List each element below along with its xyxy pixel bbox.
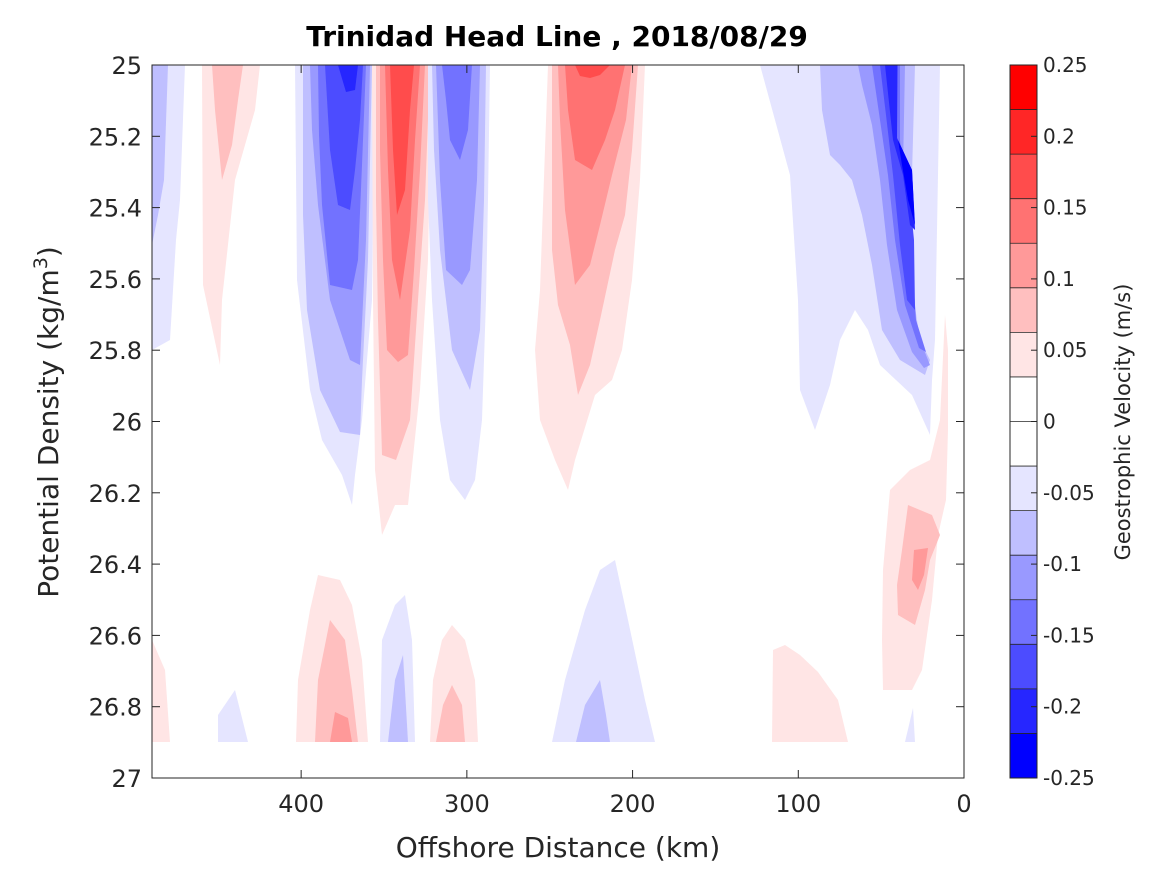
- colorbar-tick-label: 0: [1043, 410, 1056, 434]
- y-axis-label-main: Potential Density (kg/m: [32, 269, 65, 598]
- x-axis: 400 300 200 100 0: [278, 65, 972, 818]
- contour-neg-15-d: [436, 65, 480, 285]
- chart-title: Trinidad Head Line , 2018/08/29: [306, 20, 808, 53]
- contour-neg-05-j: [218, 690, 248, 742]
- colorbar-tick-label: 0.25: [1043, 53, 1088, 77]
- colorbar-tick-label: -0.2: [1043, 695, 1082, 719]
- y-tick-label: 25.4: [89, 195, 142, 223]
- colorbar-tick-label: 0.05: [1043, 338, 1088, 362]
- colorbar-segment: [1010, 466, 1037, 512]
- colorbar-segment: [1010, 65, 1037, 111]
- colorbar-segment: [1010, 510, 1037, 556]
- contour-pos-05-o: [772, 645, 848, 742]
- contour-fills: [152, 65, 948, 742]
- colorbar-segment: [1010, 154, 1037, 200]
- colorbar: 0.25 0.2 0.15 0.1 0.05 0 -0.05 -0.1 -0.15 -0.2 -0.…: [1009, 53, 1095, 790]
- contour-neg-10-left: [152, 65, 168, 245]
- contour-pos-10-m: [436, 685, 465, 742]
- colorbar-tick-label: -0.1: [1043, 552, 1082, 576]
- x-tick-label: 0: [956, 790, 971, 818]
- colorbar-tick-label: -0.25: [1043, 766, 1095, 790]
- colorbar-label: Geostrophic Velocity (m/s): [1111, 284, 1135, 561]
- colorbar-segment: [1010, 599, 1037, 645]
- y-axis: 25 25.2 25.4 25.6 25.8 26 26.2 26.4 26.6 26.8 27: [89, 52, 964, 793]
- colorbar-segment: [1010, 287, 1037, 333]
- colorbar-segment: [1010, 376, 1037, 422]
- colorbar-segment: [1010, 109, 1037, 155]
- colorbar-segment: [1010, 198, 1037, 244]
- colorbar-segment: [1010, 555, 1037, 601]
- y-tick-label: 25.2: [89, 123, 142, 151]
- colorbar-segment: [1010, 688, 1037, 734]
- colorbar-tick-label: -0.15: [1043, 623, 1095, 647]
- contour-pos-25-e: [575, 65, 610, 78]
- contour-pos-05-i: [152, 640, 170, 742]
- contour-neg-05-g: [760, 65, 800, 105]
- x-axis-label: Offshore Distance (km): [396, 831, 721, 864]
- y-tick-label: 26.2: [89, 480, 142, 508]
- contour-pos-05-a: [202, 65, 260, 365]
- contour-pos-20-e: [565, 65, 625, 170]
- colorbar-tick-label: 0.1: [1043, 267, 1075, 291]
- y-tick-label: 26: [111, 409, 142, 437]
- y-axis-label-close: ): [32, 246, 65, 257]
- contour-neg-05-p: [905, 708, 915, 742]
- colorbar-segment: [1010, 243, 1037, 289]
- colorbar-segment: [1010, 332, 1037, 378]
- colorbar-tick-label: 0.15: [1043, 196, 1088, 220]
- contour-pos-10-a: [212, 65, 243, 180]
- x-tick-label: 400: [278, 790, 324, 818]
- y-tick-label: 26.6: [89, 622, 142, 650]
- x-tick-label: 100: [775, 790, 821, 818]
- contour-neg-25-b: [325, 65, 363, 210]
- y-tick-label: 25.8: [89, 337, 142, 365]
- contour-neg-25-f: [880, 65, 915, 310]
- contour-neg-10-n: [576, 680, 610, 742]
- colorbar-segment: [1010, 733, 1037, 779]
- x-tick-label: 300: [444, 790, 490, 818]
- contour-neg-30-b: [338, 65, 358, 92]
- y-axis-label-sup: 3: [30, 257, 52, 269]
- colorbar-segment: [1010, 644, 1037, 690]
- contour-pos-10-k: [315, 620, 358, 742]
- contour-neg-05-n: [552, 560, 655, 742]
- contour-neg-35-f: [898, 140, 915, 225]
- x-tick-label: 200: [610, 790, 656, 818]
- y-tick-label: 27: [111, 765, 142, 793]
- y-axis-label: Potential Density (kg/m3): [30, 246, 65, 598]
- contour-neg-05-l: [380, 595, 415, 742]
- colorbar-tick-label: -0.05: [1043, 481, 1095, 505]
- contour-pos-15-h: [912, 548, 928, 590]
- contour-pos-25-c: [390, 65, 414, 215]
- colorbar-tick-label: 0.2: [1043, 124, 1075, 148]
- y-tick-label: 25.6: [89, 266, 142, 294]
- contour-neg-20-d: [442, 65, 472, 160]
- y-tick-label: 26.4: [89, 551, 142, 579]
- colorbar-segment: [1010, 421, 1037, 467]
- y-tick-label: 25: [111, 52, 142, 80]
- y-tick-label: 26.8: [89, 694, 142, 722]
- contour-neg-10-l: [388, 655, 408, 742]
- contour-pos-15-k: [330, 712, 352, 742]
